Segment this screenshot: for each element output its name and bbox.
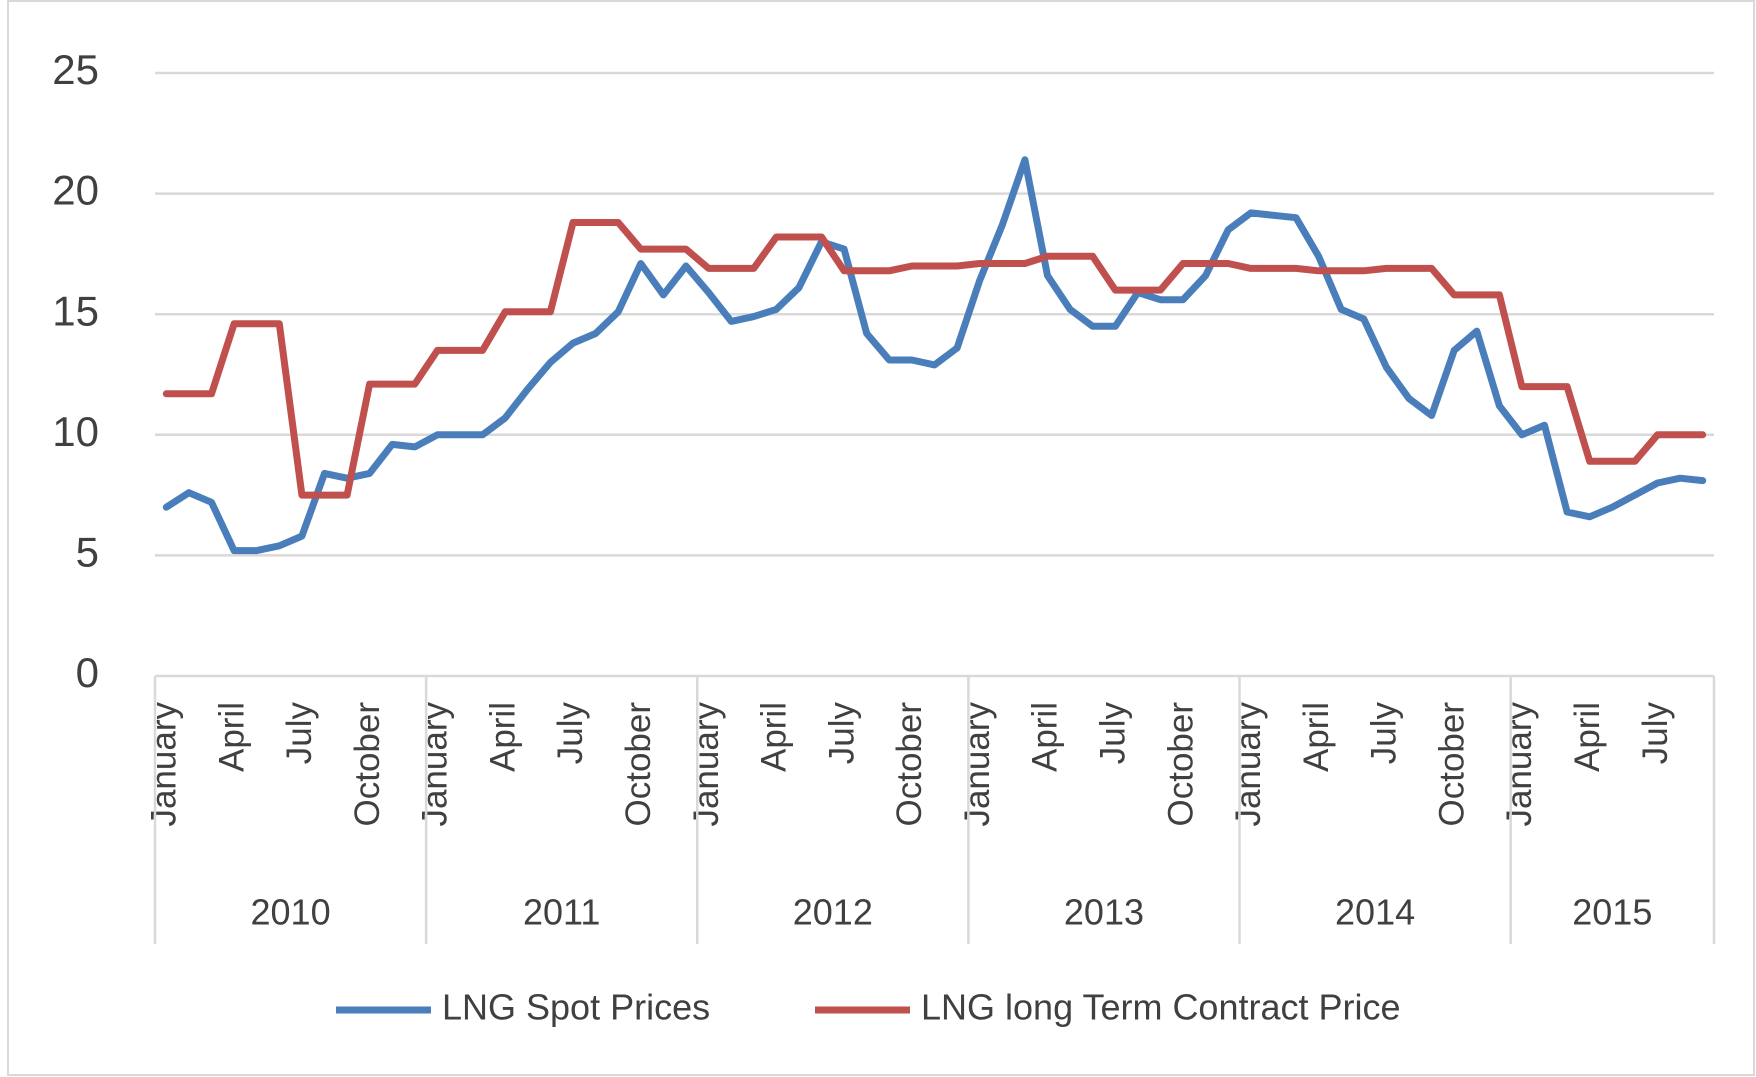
- x-tick-label: October: [619, 702, 658, 827]
- x-tick-label: April: [755, 702, 794, 772]
- x-tick-label: January: [1229, 702, 1268, 827]
- y-tick-label: 5: [76, 528, 99, 575]
- year-label: 2010: [251, 892, 331, 933]
- x-tick-label: October: [348, 702, 387, 827]
- y-tick-label: 0: [76, 649, 99, 696]
- legend-label: LNG long Term Contract Price: [921, 987, 1401, 1028]
- year-label: 2013: [1064, 892, 1144, 933]
- series-line: [162, 219, 1707, 499]
- series-line: [162, 156, 1707, 555]
- y-tick-label: 25: [52, 46, 99, 93]
- x-tick-label: July: [1365, 702, 1404, 765]
- x-tick-label: April: [1026, 702, 1065, 772]
- y-tick-label: 20: [52, 167, 99, 214]
- x-tick-label: October: [1432, 702, 1471, 827]
- year-label: 2011: [523, 892, 600, 933]
- x-tick-label: April: [483, 702, 522, 772]
- x-tick-label: January: [1500, 702, 1539, 827]
- year-label: 2015: [1572, 892, 1652, 933]
- year-label: 2014: [1335, 892, 1415, 933]
- year-label: 2012: [793, 892, 873, 933]
- x-tick-label: October: [890, 702, 929, 827]
- x-tick-label: January: [416, 702, 455, 827]
- x-tick-label: January: [145, 702, 184, 827]
- x-tick-label: January: [687, 702, 726, 827]
- x-tick-label: April: [1568, 702, 1607, 772]
- x-tick-label: July: [822, 702, 861, 765]
- x-tick-label: October: [1161, 702, 1200, 827]
- legend-label: LNG Spot Prices: [442, 987, 710, 1028]
- x-tick-label: January: [958, 702, 997, 827]
- x-tick-label: July: [1094, 702, 1133, 765]
- x-tick-label: July: [280, 702, 319, 765]
- y-tick-label: 15: [52, 287, 99, 334]
- x-tick-label: July: [551, 702, 590, 765]
- x-tick-label: April: [1297, 702, 1336, 772]
- y-tick-label: 10: [52, 408, 99, 455]
- x-tick-label: April: [212, 702, 251, 772]
- x-tick-label: July: [1636, 702, 1675, 765]
